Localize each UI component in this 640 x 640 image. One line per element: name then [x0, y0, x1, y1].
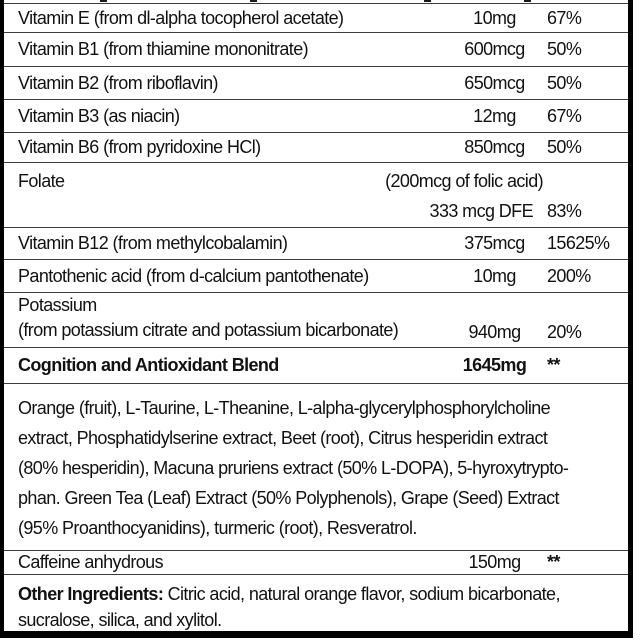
blend-description-line: extract, Phosphatidylserine extract, Bee…: [18, 428, 548, 448]
nutrient-source: (200mcg of folic acid): [385, 170, 543, 191]
nutrient-daily-value: 50%: [547, 137, 582, 157]
nutrient-daily-value: **: [547, 552, 560, 572]
nutrient-name: Vitamin B3 (as niacin): [18, 105, 180, 126]
nutrient-daily-value: 50%: [547, 72, 582, 93]
cropped-text-speck: [524, 0, 531, 2]
nutrient-row-vitamin-b2: Vitamin B2 (from riboflavin) 650mcg 50%: [4, 67, 628, 100]
nutrient-daily-value: 67%: [547, 105, 582, 126]
nutrient-row-vitamin-b12: Vitamin B12 (from methylcobalamin) 375mc…: [4, 228, 628, 260]
blend-description-line: Orange (fruit), L-Taurine, L-Theanine, L…: [18, 398, 551, 418]
other-ingredients-text: Citric acid, natural orange flavor, sodi…: [163, 584, 561, 604]
nutrient-amount: 150mg: [468, 552, 521, 572]
blend-ingredients-description: Orange (fruit), L-Taurine, L-Theanine, L…: [4, 384, 628, 551]
nutrient-daily-value: 200%: [547, 265, 591, 286]
nutrient-amount: 650mcg: [464, 72, 525, 93]
nutrient-amount: 333 mcg DFE: [429, 200, 534, 221]
blend-description-line: phan. Green Tea (Leaf) Extract (50% Poly…: [18, 488, 560, 508]
cropped-text-speck: [424, 0, 431, 2]
nutrient-name: Vitamin B6 (from pyridoxine HCl): [18, 137, 261, 157]
potassium-source: (from potassium citrate and potassium bi…: [18, 320, 399, 340]
nutrient-name: Caffeine anhydrous: [18, 552, 164, 572]
blend-daily-value: **: [547, 355, 560, 375]
nutrient-amount: 600mcg: [464, 39, 525, 59]
cropped-text-speck: [250, 0, 257, 2]
nutrient-name: Vitamin E (from dl-alpha tocopherol acet…: [18, 7, 344, 28]
other-ingredients-line1: Other Ingredients: Citric acid, natural …: [18, 581, 614, 607]
nutrient-name: Vitamin B2 (from riboflavin): [18, 72, 219, 93]
nutrient-amount: 12mg: [473, 105, 516, 126]
other-ingredients-line2: sucralose, silica, and xylitol.: [18, 610, 222, 630]
blend-name: Cognition and Antioxidant Blend: [18, 355, 279, 375]
nutrient-daily-value: 20%: [547, 322, 582, 342]
nutrient-name: Folate: [18, 170, 65, 191]
nutrient-daily-value: 67%: [547, 7, 582, 28]
nutrient-name: Vitamin B1 (from thiamine mononitrate): [18, 39, 309, 59]
nutrient-amount: 850mcg: [464, 137, 525, 157]
nutrient-name: Vitamin B12 (from methylcobalamin): [18, 233, 288, 253]
nutrient-row-vitamin-b6: Vitamin B6 (from pyridoxine HCl) 850mcg …: [4, 133, 628, 163]
nutrient-row-vitamin-e: Vitamin E (from dl-alpha tocopherol acet…: [4, 4, 628, 33]
nutrient-amount: 10mg: [473, 265, 516, 286]
other-ingredients-section: Other Ingredients: Citric acid, natural …: [4, 575, 628, 631]
nutrient-name: Pantothenic acid (from d-calcium pantoth…: [18, 265, 369, 286]
nutrient-amount: 10mg: [473, 7, 516, 28]
nutrient-row-pantothenic-acid: Pantothenic acid (from d-calcium pantoth…: [4, 260, 628, 293]
nutrient-daily-value: 15625%: [547, 233, 610, 253]
blend-description-line: (80% hesperidin), Macuna pruriens extrac…: [18, 458, 569, 478]
nutrient-row-potassium: Potassium (from potassium citrate and po…: [4, 293, 628, 348]
nutrient-row-vitamin-b1: Vitamin B1 (from thiamine mononitrate) 6…: [4, 33, 628, 67]
nutrient-row-folate: Folate (200mcg of folic acid) 333 mcg DF…: [4, 163, 628, 228]
nutrient-daily-value: 50%: [547, 39, 582, 59]
nutrient-row-caffeine: Caffeine anhydrous 150mg **: [4, 551, 628, 575]
blend-header-row: Cognition and Antioxidant Blend 1645mg *…: [4, 348, 628, 384]
potassium-name: Potassium: [18, 295, 97, 315]
nutrient-amount: 940mg: [468, 322, 521, 342]
nutrient-amount: 375mcg: [464, 233, 525, 253]
nutrient-row-vitamin-b3: Vitamin B3 (as niacin) 12mg 67%: [4, 100, 628, 133]
blend-amount: 1645mg: [462, 355, 527, 375]
blend-description-line: (95% Proanthocyanidins), turmeric (root)…: [18, 518, 417, 538]
nutrient-daily-value: 83%: [547, 200, 582, 221]
cropped-text-speck: [100, 0, 107, 2]
cropped-row-remnant: [4, 0, 628, 4]
other-ingredients-label: Other Ingredients:: [18, 584, 164, 604]
nutrient-name: Potassium (from potassium citrate and po…: [18, 293, 442, 343]
